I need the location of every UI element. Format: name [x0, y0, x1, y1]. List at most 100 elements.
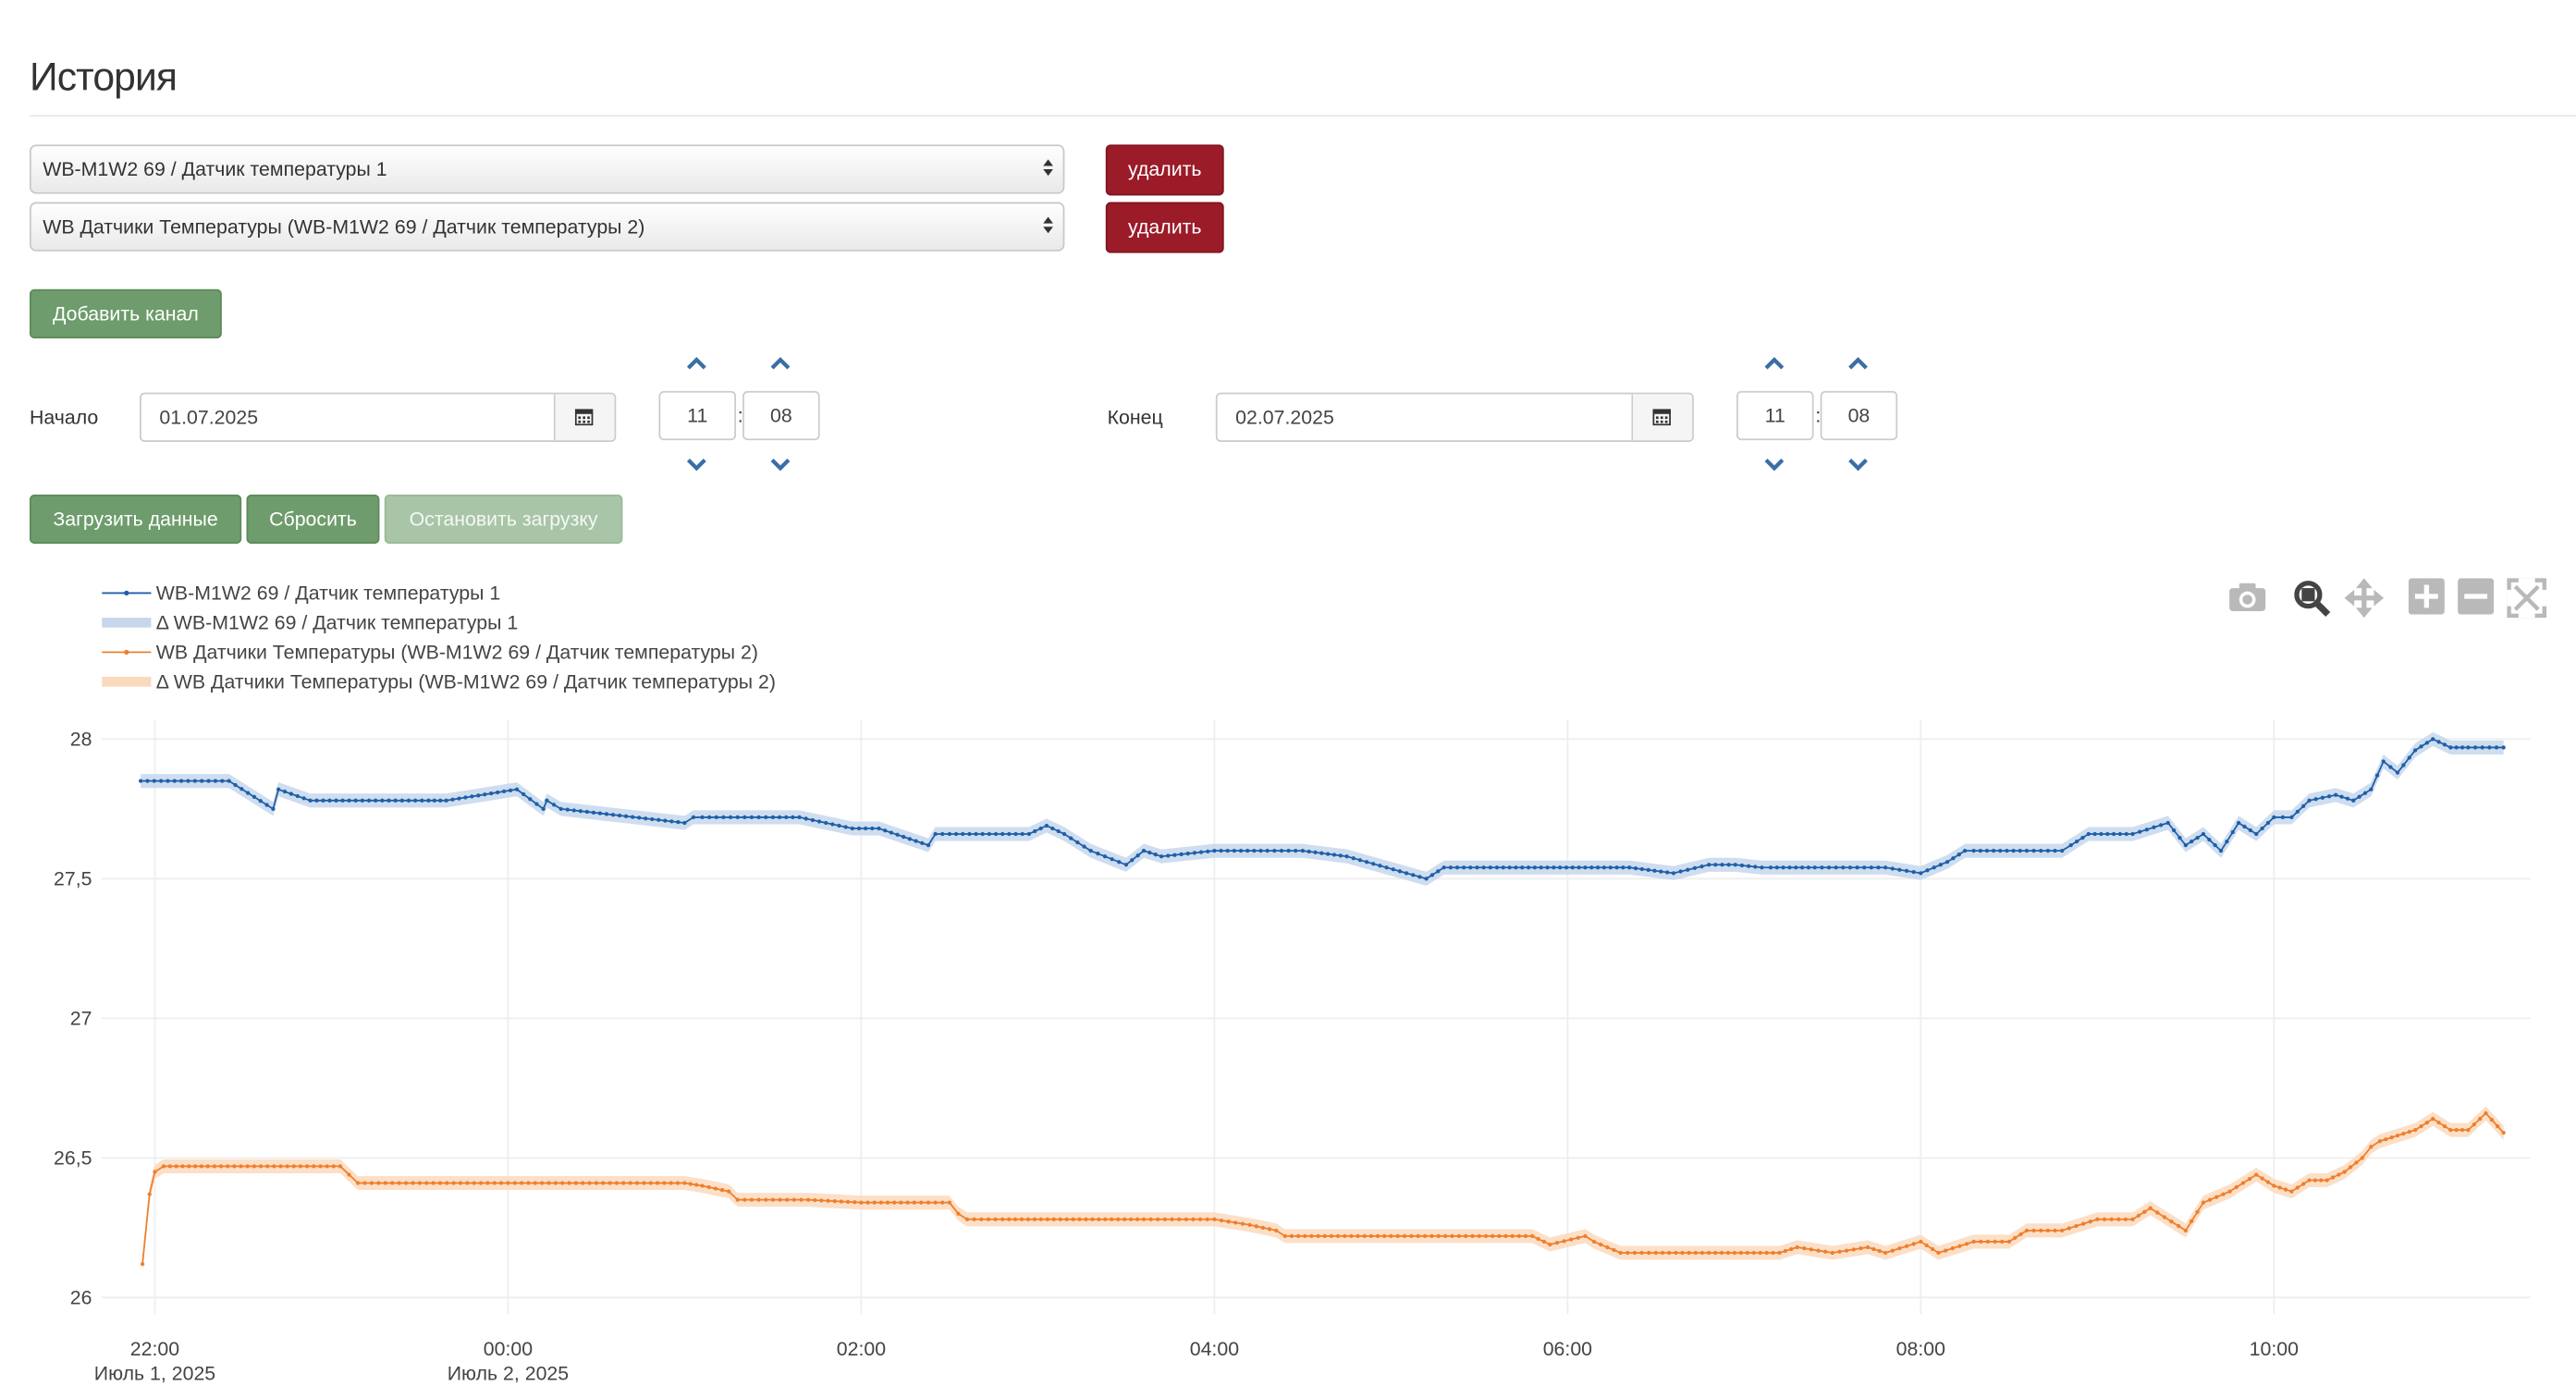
data-point	[2351, 798, 2356, 803]
data-point	[1919, 1239, 1923, 1245]
data-point	[1595, 865, 1601, 870]
end-minute-down-icon[interactable]	[1848, 458, 1868, 472]
start-date-input[interactable]: 01.07.2025	[140, 392, 617, 442]
start-minute-up-icon[interactable]	[770, 357, 791, 370]
reset-button[interactable]: Сбросить	[246, 494, 380, 545]
data-point	[749, 1197, 754, 1202]
data-point	[2242, 824, 2247, 829]
pan-icon[interactable]	[2344, 578, 2385, 619]
data-point	[2419, 744, 2423, 749]
data-point	[843, 825, 848, 829]
data-point	[2487, 745, 2492, 750]
data-point	[2148, 1206, 2153, 1210]
data-point	[707, 815, 712, 820]
data-point	[1877, 1248, 1882, 1254]
add-channel-button[interactable]: Добавить канал	[29, 288, 222, 339]
data-point	[926, 842, 931, 848]
end-minute-up-icon[interactable]	[1848, 357, 1868, 370]
data-point	[2039, 1228, 2043, 1232]
data-point	[1627, 865, 1632, 870]
data-point	[721, 815, 726, 820]
data-point	[1558, 865, 1563, 870]
end-hour-up-icon[interactable]	[1764, 357, 1785, 370]
data-point	[1583, 865, 1588, 870]
calendar-button[interactable]	[1631, 394, 1693, 441]
data-point	[1713, 863, 1718, 867]
autoscale-icon[interactable]	[2507, 578, 2547, 619]
data-point	[1562, 1239, 1566, 1244]
start-hour-down-icon[interactable]	[686, 458, 706, 472]
channel-select-1[interactable]: WB-M1W2 69 / Датчик температуры 1	[29, 144, 1065, 194]
data-point	[1254, 1224, 1258, 1229]
data-point	[258, 1164, 264, 1169]
data-point	[1058, 1217, 1062, 1221]
series-band-2	[142, 1106, 2504, 1271]
data-point	[386, 798, 391, 803]
data-point	[1450, 1233, 1454, 1239]
data-point	[551, 803, 557, 807]
data-point	[2031, 849, 2036, 853]
data-point	[1554, 1241, 1560, 1245]
data-point	[1329, 1233, 1334, 1239]
data-point	[797, 815, 802, 820]
zoom-out-icon[interactable]	[2458, 578, 2495, 615]
calendar-button[interactable]	[553, 394, 615, 441]
end-minute-input[interactable]: 08	[1820, 390, 1898, 441]
delete-channel-2-button[interactable]: удалить	[1105, 202, 1224, 253]
data-point	[431, 1181, 435, 1185]
data-point	[1156, 1217, 1160, 1221]
data-point	[2165, 820, 2170, 826]
data-point	[1038, 1217, 1044, 1221]
data-point	[501, 789, 507, 794]
data-point	[1548, 1242, 1552, 1247]
data-point	[791, 1197, 796, 1202]
data-point	[594, 1181, 599, 1185]
data-point	[719, 1187, 725, 1193]
data-point	[1349, 1233, 1354, 1239]
channel-select-2[interactable]: WB Датчики Температуры (WB-M1W2 69 / Дат…	[29, 202, 1065, 251]
data-point	[1774, 865, 1779, 870]
series-band-1	[141, 731, 2504, 886]
end-date-input[interactable]: 02.07.2025	[1215, 392, 1694, 442]
data-point	[246, 791, 251, 795]
zoom-icon[interactable]	[2292, 578, 2332, 618]
data-point	[276, 787, 281, 791]
data-point	[2348, 1165, 2353, 1170]
data-point	[2436, 1120, 2441, 1125]
data-point	[1841, 865, 1846, 870]
stop-loading-button[interactable]: Остановить загрузку	[384, 494, 623, 545]
data-point	[2489, 1117, 2495, 1122]
data-point	[1897, 867, 1902, 872]
end-hour-down-icon[interactable]	[1764, 458, 1785, 472]
data-point	[186, 779, 190, 783]
zoom-in-icon[interactable]	[2408, 578, 2445, 615]
load-data-button[interactable]: Загрузить данные	[29, 494, 242, 545]
data-point	[1135, 853, 1140, 858]
data-point	[1130, 858, 1135, 863]
data-point	[2389, 1135, 2394, 1140]
camera-icon[interactable]	[2227, 578, 2267, 614]
data-point	[1197, 1217, 1203, 1221]
data-point	[2289, 815, 2294, 820]
data-point	[152, 779, 156, 783]
start-hour-up-icon[interactable]	[686, 357, 706, 370]
data-point	[2144, 828, 2149, 832]
delete-channel-1-button[interactable]: удалить	[1105, 144, 1224, 196]
data-point	[2068, 842, 2073, 848]
history-chart[interactable]: 28 27,5 27 26,5 26 22:00 Июль 1, 2025 00:00 Июль…	[0, 706, 2576, 1390]
data-point	[1007, 831, 1012, 837]
data-point	[1938, 863, 1943, 867]
start-minute-input[interactable]: 08	[742, 390, 820, 441]
chart-lines	[139, 737, 2506, 1267]
data-point	[321, 798, 325, 803]
data-point	[1745, 1250, 1749, 1256]
end-hour-input[interactable]: 11	[1736, 390, 1814, 441]
start-hour-input[interactable]: 11	[658, 390, 737, 441]
data-point	[2000, 1239, 2005, 1245]
data-point	[839, 1199, 844, 1204]
data-point	[617, 813, 622, 818]
data-point	[591, 810, 596, 815]
data-point	[1523, 1233, 1528, 1239]
start-minute-down-icon[interactable]	[770, 458, 791, 472]
data-point	[1911, 1242, 1916, 1246]
